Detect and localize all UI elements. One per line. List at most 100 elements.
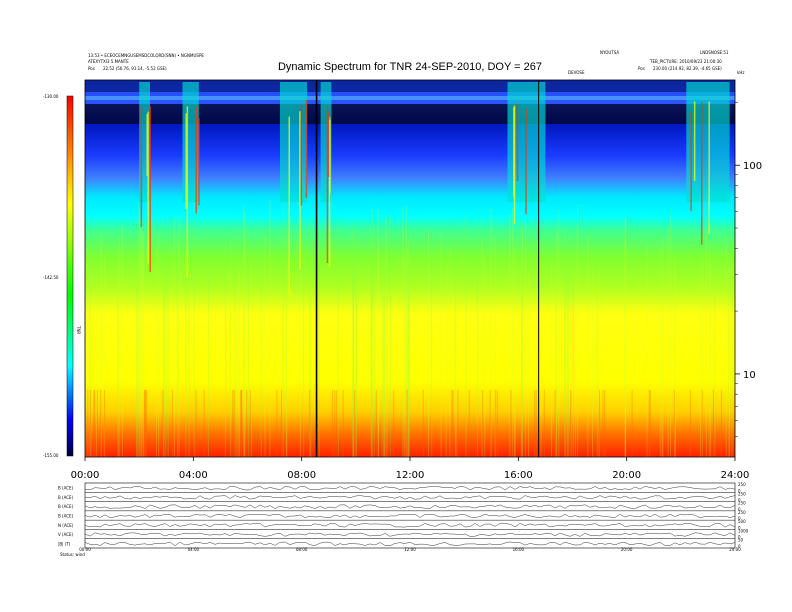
texture-streak — [371, 208, 373, 457]
texture-streak — [659, 247, 661, 457]
panel-x-tick-label: 16:00 — [513, 547, 525, 552]
low-streak — [393, 390, 395, 457]
x-tick-label: 16:00 — [504, 470, 533, 481]
texture-streak — [318, 207, 320, 457]
burst-streak — [146, 114, 148, 176]
texture-streak — [389, 212, 391, 457]
texture-streak — [247, 240, 249, 457]
panel-tick-label: 250 — [738, 482, 746, 487]
texture-streak — [353, 231, 355, 457]
burst-streak — [288, 116, 290, 295]
low-streak — [241, 390, 242, 457]
low-streak — [375, 390, 377, 457]
texture-streak — [431, 252, 433, 457]
texture-streak — [282, 203, 284, 457]
low-streak — [232, 390, 234, 457]
header-left-line1: 13:53 • ECEOCEMNGUSEMSDCOLORD(SNN) • NGN… — [88, 53, 204, 58]
texture-streak — [714, 292, 716, 457]
texture-streak — [177, 237, 178, 457]
texture-streak — [383, 296, 384, 457]
colorbar-tick-top: -130.00 — [43, 94, 59, 99]
texture-streak — [243, 244, 245, 457]
texture-streak — [352, 228, 353, 457]
texture-streak — [237, 267, 239, 457]
low-streak — [602, 390, 604, 457]
texture-streak — [85, 248, 87, 457]
texture-streak — [100, 232, 102, 457]
texture-streak — [163, 289, 165, 457]
panel-tick-label: 50 — [738, 538, 744, 543]
texture-streak — [598, 270, 600, 457]
colorbar-frame — [66, 95, 74, 457]
low-streak — [146, 390, 148, 457]
texture-streak — [185, 270, 187, 457]
y-tick-label: 10 — [743, 370, 756, 381]
texture-streak — [710, 260, 712, 457]
texture-streak — [141, 221, 142, 457]
low-streak — [336, 390, 338, 457]
burst-streak — [690, 111, 692, 212]
texture-streak — [465, 213, 467, 457]
panel-trace — [84, 504, 736, 509]
panel-trace — [84, 523, 736, 528]
low-streak — [96, 390, 98, 457]
header-right-line2: TEB_PICTURE: 2010/09/23 21:00:30 — [649, 59, 722, 64]
panel-trace — [84, 541, 736, 546]
texture-streak — [514, 287, 516, 457]
burst-streak — [147, 111, 149, 265]
low-streak — [451, 390, 453, 457]
low-streak — [599, 390, 600, 457]
low-streak — [354, 390, 356, 457]
panel-label: B (ACE) — [58, 504, 74, 509]
y-tick-label: 100 — [743, 161, 762, 172]
low-streak — [534, 390, 536, 457]
texture-streak — [476, 240, 478, 457]
low-streak — [195, 390, 197, 457]
low-streak — [631, 390, 633, 457]
panel-x-tick-label: 12:00 — [404, 547, 416, 552]
texture-streak — [409, 290, 411, 457]
texture-streak — [381, 287, 383, 457]
texture-streak — [155, 247, 157, 457]
texture-streak — [353, 268, 354, 457]
texture-streak — [310, 297, 312, 457]
texture-streak — [193, 200, 195, 458]
low-streak — [162, 390, 164, 457]
texture-streak — [509, 213, 511, 457]
texture-streak — [260, 276, 262, 457]
panel-tick-label: 1000 — [738, 528, 749, 533]
burst-streak — [516, 103, 519, 182]
low-streak — [554, 390, 556, 457]
burst-streak — [513, 105, 516, 225]
low-streak — [422, 390, 424, 457]
texture-streak — [371, 207, 373, 457]
texture-streak — [667, 226, 669, 457]
panels-footer-label: Status: wind — [60, 552, 85, 557]
texture-streak — [143, 235, 145, 457]
panel-trace — [84, 532, 736, 537]
colorbar-tick-bottom: -155.00 — [43, 453, 59, 458]
texture-streak — [286, 261, 288, 457]
low-streak — [701, 390, 703, 457]
texture-streak — [728, 263, 730, 457]
low-streak — [93, 390, 95, 457]
texture-streak — [163, 244, 165, 457]
texture-streak — [445, 265, 447, 457]
burst-streak — [149, 106, 151, 273]
texture-streak — [570, 264, 572, 457]
burst-streak — [693, 101, 696, 181]
texture-streak — [167, 272, 169, 457]
texture-streak — [188, 292, 190, 457]
low-streak — [203, 390, 205, 457]
low-streak — [649, 390, 651, 457]
low-streak — [482, 390, 484, 457]
burst-streak — [708, 101, 710, 234]
burst-streak — [326, 105, 329, 264]
texture-streak — [377, 209, 379, 457]
texture-streak — [567, 245, 568, 457]
panel-x-tick-label: 08:00 — [296, 547, 308, 552]
header-right-pos-label: Pos — [638, 66, 645, 71]
texture-streak — [264, 235, 266, 457]
low-streak — [240, 390, 242, 457]
